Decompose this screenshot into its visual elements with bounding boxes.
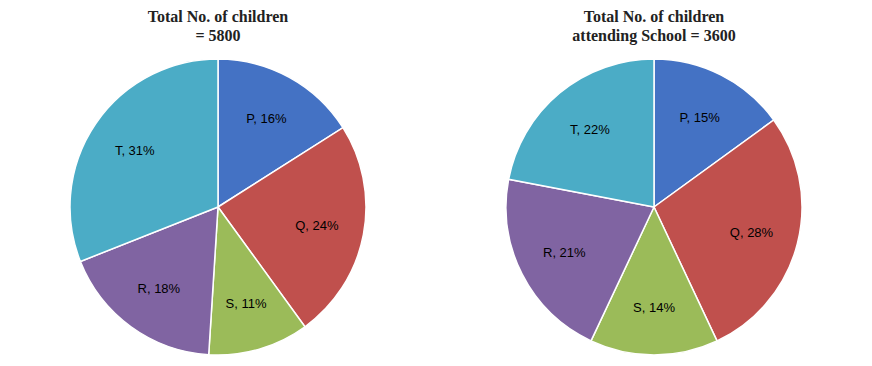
chart-title: Total No. of children = 5800 <box>148 8 289 44</box>
slice-label: R, 18% <box>138 281 181 296</box>
wedges <box>506 59 802 355</box>
slice-label: R, 21% <box>543 245 586 260</box>
slice-label: Q, 24% <box>295 218 339 233</box>
pie-slice <box>70 59 218 261</box>
slice-label: Q, 28% <box>730 225 774 240</box>
pie-panel: Total No. of children = 5800 P, 16% Q, 24% S… <box>70 8 366 355</box>
chart-canvas: Total No. of children = 5800 P, 16% Q, 24% S… <box>0 0 872 366</box>
pie-panel: Total No. of children attending School = … <box>506 8 802 355</box>
slice-label: P, 16% <box>246 111 287 126</box>
wedges <box>70 59 366 355</box>
slice-label: T, 31% <box>115 143 155 158</box>
title-line: Total No. of children <box>148 8 289 25</box>
title-line: attending School = 3600 <box>572 27 735 45</box>
pie-slice <box>209 207 305 355</box>
slice-label: S, 14% <box>633 300 675 315</box>
title-line: Total No. of children <box>584 8 725 25</box>
data-labels: P, 15% Q, 28% S, 14% R, 21% T, 22% <box>543 110 774 315</box>
slice-label: S, 11% <box>226 296 267 311</box>
slice-label: T, 22% <box>570 122 610 137</box>
pie-slice <box>218 128 366 327</box>
title-line: = 5800 <box>195 27 240 44</box>
data-labels: P, 16% Q, 24% S, 11% R, 18% T, 31% <box>115 111 339 311</box>
chart-title: Total No. of children attending School = … <box>572 8 735 45</box>
background <box>0 0 872 366</box>
pie-slice <box>509 59 654 207</box>
slice-label: P, 15% <box>680 110 721 125</box>
